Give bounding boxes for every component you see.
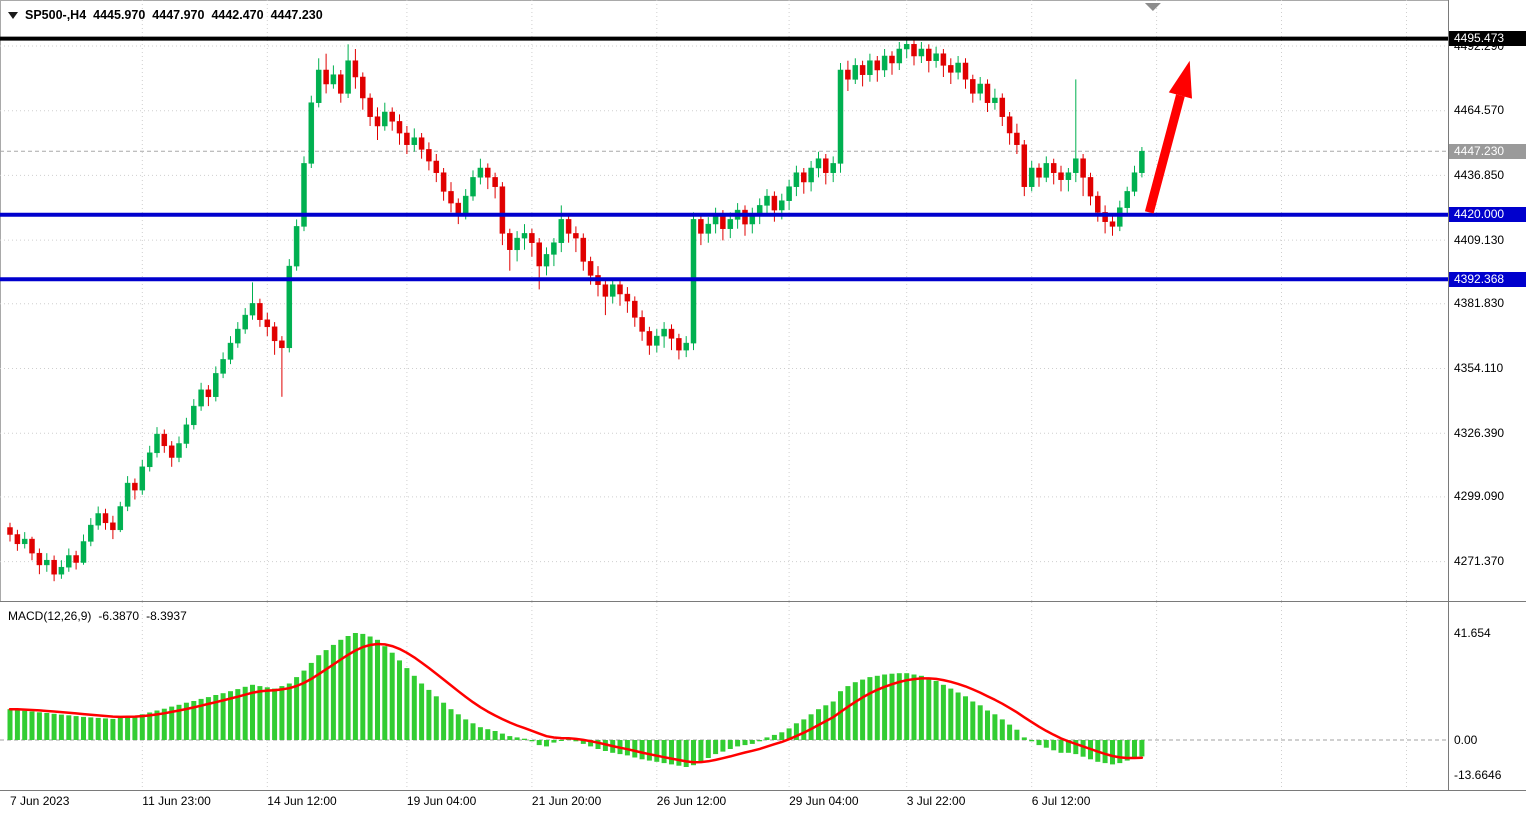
time-axis-label: 14 Jun 12:00 [267,794,337,808]
price-axis[interactable]: 4495.4734492.2904464.5704447.2304436.850… [1448,0,1526,601]
macd-svg [0,602,1448,790]
price-axis-label: 4436.850 [1454,167,1505,182]
price-axis-label: 4392.368 [1449,271,1526,287]
time-axis-label: 29 Jun 04:00 [789,794,859,808]
macd-signal-value: -8.3937 [146,609,187,623]
chart-header: SP500-,H4 4445.970 4447.970 4442.470 444… [8,8,323,22]
macd-axis-label: -13.6646 [1454,767,1502,782]
macd-axis-label: 0.00 [1454,732,1478,747]
ohlc-open: 4445.970 [93,8,146,22]
macd-histogram [7,633,1145,767]
chart-shift-marker-icon[interactable] [1144,3,1161,11]
macd-axis-label: 41.654 [1454,625,1491,640]
price-axis-label: 4299.090 [1454,489,1505,504]
macd-name: MACD(12,26,9) [8,609,92,623]
symbol-dropdown-icon[interactable] [8,11,18,19]
price-axis-label: 4447.230 [1449,143,1526,159]
time-axis-label: 6 Jul 12:00 [1031,794,1091,808]
macd-indicator-label: MACD(12,26,9) -6.3870 -8.3937 [8,609,187,623]
price-axis-label: 4495.473 [1449,31,1526,47]
price-chart-svg [0,0,1448,601]
price-axis-label: 4420.000 [1449,207,1526,223]
symbol-period-label: SP500-,H4 [25,8,87,22]
price-axis-label: 4354.110 [1454,361,1504,375]
macd-main-value: -6.3870 [98,609,140,623]
macd-panel[interactable]: MACD(12,26,9) -6.3870 -8.3937 [0,601,1448,790]
macd-signal-line [8,642,1144,764]
ohlc-low: 4442.470 [211,8,264,22]
time-axis-label: 21 Jun 20:00 [531,794,602,808]
ohlc-close: 4447.230 [270,8,323,22]
candlestick-series [7,39,1145,582]
time-axis-label: 3 Jul 22:00 [906,794,966,808]
time-axis-label: 26 Jun 12:00 [656,794,727,808]
price-chart-plot[interactable]: SP500-,H4 4445.970 4447.970 4442.470 444… [0,0,1448,601]
price-axis-label: 4464.570 [1454,103,1505,118]
price-axis-label: 4271.370 [1454,554,1505,569]
time-axis-label: 11 Jun 23:00 [142,794,211,808]
macd-axis[interactable]: 41.654 0.00 -13.6646 [1448,601,1526,790]
time-axis-label: 19 Jun 04:00 [406,794,477,808]
ohlc-high: 4447.970 [152,8,205,22]
price-axis-label: 4381.830 [1454,296,1505,311]
trend-arrow[interactable] [1144,60,1192,214]
price-axis-label: 4409.130 [1454,232,1505,247]
price-axis-label: 4326.390 [1454,425,1505,440]
time-axis-label: 7 Jun 2023 [10,794,70,808]
time-axis[interactable]: 7 Jun 2023 11 Jun 23:00 14 Jun 12:00 19 Jun… [0,790,1526,813]
